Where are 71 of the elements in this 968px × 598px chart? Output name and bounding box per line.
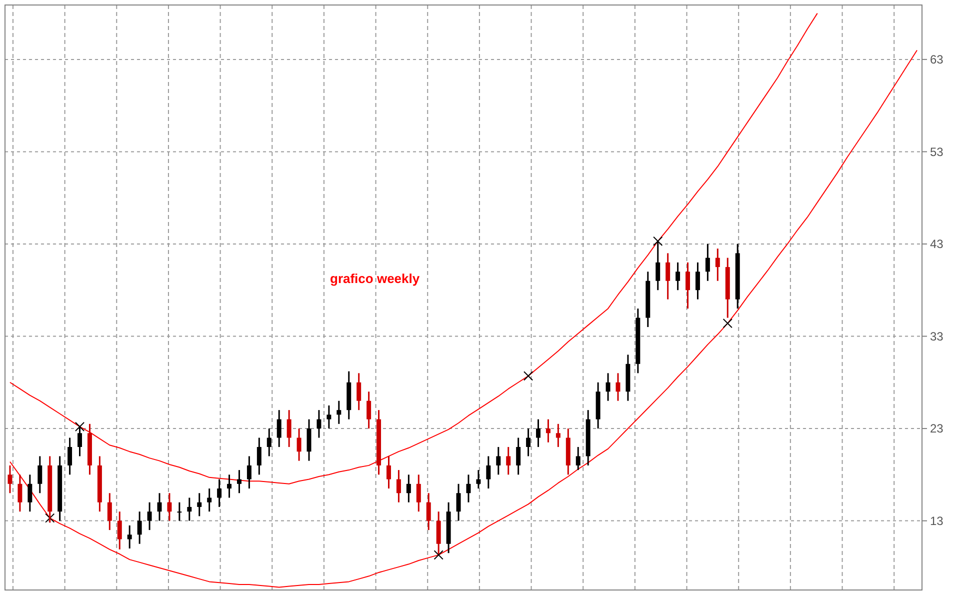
point bbox=[74, 422, 85, 432]
candlestick bbox=[695, 262, 700, 300]
line-series bbox=[9, 12, 818, 484]
candlestick bbox=[705, 243, 710, 282]
candlestick bbox=[336, 400, 342, 425]
point bbox=[45, 513, 55, 523]
candlestick bbox=[416, 474, 421, 512]
candlestick bbox=[177, 502, 182, 522]
candlestick bbox=[486, 455, 491, 490]
candlestick bbox=[526, 428, 531, 457]
y-tick-label: 53 bbox=[930, 144, 944, 159]
candlestick bbox=[246, 455, 252, 490]
candlestick bbox=[426, 492, 431, 531]
candlestick bbox=[147, 502, 152, 531]
point bbox=[434, 550, 444, 560]
candlestick bbox=[715, 248, 720, 282]
line-series bbox=[9, 50, 918, 588]
candlestick bbox=[496, 446, 501, 476]
y-tick-label: 23 bbox=[930, 422, 944, 436]
candlestick bbox=[386, 455, 391, 490]
candlestick bbox=[316, 409, 322, 438]
candlestick bbox=[236, 469, 242, 494]
candlestick bbox=[546, 418, 550, 444]
candlestick bbox=[606, 372, 610, 402]
candlestick bbox=[476, 469, 481, 490]
candlestick bbox=[78, 425, 82, 457]
candlestick bbox=[506, 446, 511, 476]
candlestick bbox=[127, 524, 132, 550]
candlestick bbox=[117, 510, 122, 550]
candlestick bbox=[18, 474, 22, 512]
candlestick bbox=[207, 488, 212, 512]
candlestick bbox=[326, 404, 332, 430]
y-tick-label: 13 bbox=[930, 514, 944, 528]
point bbox=[722, 318, 732, 328]
candlestick bbox=[666, 252, 670, 300]
y-tick-label: 63 bbox=[930, 52, 944, 67]
candlestick bbox=[686, 262, 690, 310]
candlestick bbox=[137, 510, 142, 545]
candlestick bbox=[187, 496, 192, 522]
y-tick-label: 43 bbox=[930, 237, 944, 252]
candlestick bbox=[576, 446, 580, 471]
candlestick bbox=[38, 455, 42, 494]
candlestick bbox=[217, 478, 222, 508]
candlestick bbox=[286, 409, 292, 448]
y-tick-label: 33 bbox=[930, 329, 944, 344]
candlestick bbox=[8, 464, 12, 494]
candlestick bbox=[406, 474, 411, 504]
candlestick bbox=[356, 372, 362, 411]
candlestick bbox=[227, 474, 232, 498]
candlestick bbox=[266, 428, 272, 457]
candlestick bbox=[456, 483, 461, 522]
candlestick bbox=[197, 492, 202, 517]
candlestick bbox=[28, 474, 32, 512]
candlestick bbox=[256, 437, 262, 476]
candlestick bbox=[276, 409, 282, 448]
candlestick bbox=[107, 492, 112, 531]
candlestick bbox=[436, 510, 441, 555]
candlestick bbox=[366, 390, 372, 430]
candlestick bbox=[536, 418, 540, 448]
candlestick bbox=[466, 474, 471, 504]
point bbox=[653, 236, 663, 246]
candlestick bbox=[516, 437, 521, 476]
candlestick bbox=[656, 240, 660, 291]
candlestick bbox=[296, 428, 302, 462]
candlestick bbox=[396, 469, 401, 504]
candlestick bbox=[556, 423, 560, 448]
candlestick bbox=[676, 262, 680, 291]
candlestick bbox=[167, 492, 172, 522]
point bbox=[523, 371, 534, 381]
annotation: grafico weekly bbox=[330, 271, 420, 286]
candlestick bbox=[68, 437, 72, 476]
